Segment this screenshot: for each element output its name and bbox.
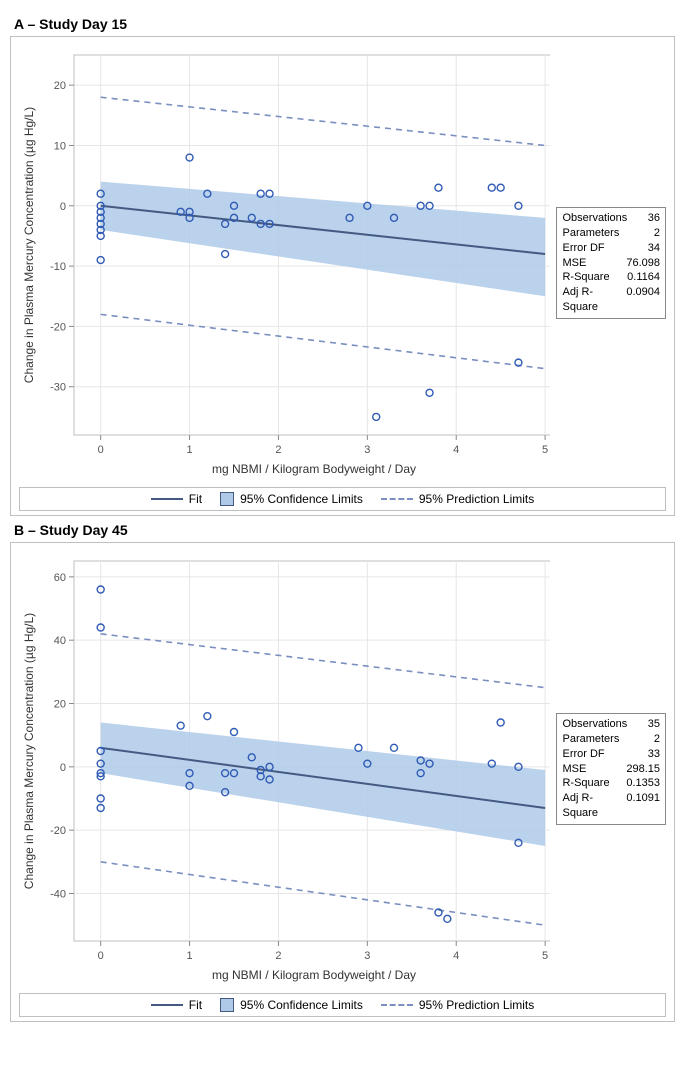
chart-b: 0 1 2 3 4 5 -40 -20 0 20 40 60 mg NBMI / Kilogram Bo… xyxy=(19,551,550,987)
svg-text:3: 3 xyxy=(364,444,370,456)
svg-text:0: 0 xyxy=(60,762,66,774)
legend-ci-swatch xyxy=(220,492,234,506)
legend-pred-b: 95% Prediction Limits xyxy=(381,998,534,1012)
svg-text:0: 0 xyxy=(98,950,104,962)
legend-fit-swatch-b xyxy=(151,1004,183,1006)
legend-pred-label-b: 95% Prediction Limits xyxy=(419,998,534,1012)
legend-fit: Fit xyxy=(151,492,202,506)
legend-pred-swatch xyxy=(381,498,413,500)
svg-text:-20: -20 xyxy=(50,321,66,333)
legend-fit-swatch xyxy=(151,498,183,500)
legend-ci-b: 95% Confidence Limits xyxy=(220,998,363,1012)
svg-text:mg NBMI / Kilogram Bodyweight: mg NBMI / Kilogram Bodyweight / Day xyxy=(212,462,416,476)
svg-text:-10: -10 xyxy=(50,261,66,273)
legend-fit-b: Fit xyxy=(151,998,202,1012)
svg-text:20: 20 xyxy=(54,699,66,711)
stats-row: R-Square0.1164 xyxy=(562,270,660,285)
stats-box-b: Observations35Parameters2Error DF33MSE29… xyxy=(556,713,666,825)
legend-pred-label: 95% Prediction Limits xyxy=(419,492,534,506)
svg-text:1: 1 xyxy=(186,444,192,456)
svg-text:10: 10 xyxy=(54,140,66,152)
svg-text:0: 0 xyxy=(98,444,104,456)
svg-text:1: 1 xyxy=(186,950,192,962)
legend-b: Fit 95% Confidence Limits 95% Prediction… xyxy=(19,993,666,1017)
stats-row: Observations36 xyxy=(562,211,660,226)
svg-text:Change in Plasma Mercury Conce: Change in Plasma Mercury Concentration (… xyxy=(22,613,36,889)
svg-text:4: 4 xyxy=(453,950,459,962)
legend-pred: 95% Prediction Limits xyxy=(381,492,534,506)
legend-pred-swatch-b xyxy=(381,1004,413,1006)
svg-text:3: 3 xyxy=(364,950,370,962)
panel-b-title: B – Study Day 45 xyxy=(14,522,675,538)
stats-row: Observations35 xyxy=(562,717,660,732)
legend-fit-label-b: Fit xyxy=(189,998,202,1012)
stats-box-a: Observations36Parameters2Error DF34MSE76… xyxy=(556,207,666,319)
panel-a-frame: 0 1 2 3 4 5 -30 -20 -10 0 10 20 mg NBMI / Kilogram B… xyxy=(10,36,675,516)
legend-ci-label: 95% Confidence Limits xyxy=(240,492,363,506)
stats-row: Error DF33 xyxy=(562,747,660,762)
svg-text:0: 0 xyxy=(60,201,66,213)
stats-row: Adj R-Square0.0904 xyxy=(562,285,660,315)
chart-a: 0 1 2 3 4 5 -30 -20 -10 0 10 20 mg NBMI / Kilogram B… xyxy=(19,45,550,481)
svg-text:-20: -20 xyxy=(50,825,66,837)
svg-text:2: 2 xyxy=(275,950,281,962)
svg-text:-30: -30 xyxy=(50,382,66,394)
svg-text:5: 5 xyxy=(542,950,548,962)
svg-text:mg NBMI / Kilogram Bodyweight: mg NBMI / Kilogram Bodyweight / Day xyxy=(212,968,416,982)
legend-fit-label: Fit xyxy=(189,492,202,506)
legend-ci: 95% Confidence Limits xyxy=(220,492,363,506)
stats-row: Adj R-Square0.1091 xyxy=(562,791,660,821)
stats-row: MSE298.15 xyxy=(562,762,660,777)
svg-text:-40: -40 xyxy=(50,889,66,901)
panel-a-title: A – Study Day 15 xyxy=(14,16,675,32)
legend-ci-swatch-b xyxy=(220,998,234,1012)
svg-text:4: 4 xyxy=(453,444,459,456)
stats-row: Error DF34 xyxy=(562,241,660,256)
stats-row: Parameters2 xyxy=(562,226,660,241)
svg-text:20: 20 xyxy=(54,80,66,92)
stats-row: MSE76.098 xyxy=(562,256,660,271)
svg-text:40: 40 xyxy=(54,635,66,647)
panel-b-frame: 0 1 2 3 4 5 -40 -20 0 20 40 60 mg NBMI / Kilogram Bo… xyxy=(10,542,675,1022)
stats-row: R-Square0.1353 xyxy=(562,776,660,791)
legend-ci-label-b: 95% Confidence Limits xyxy=(240,998,363,1012)
legend-a: Fit 95% Confidence Limits 95% Prediction… xyxy=(19,487,666,511)
stats-row: Parameters2 xyxy=(562,732,660,747)
svg-text:2: 2 xyxy=(275,444,281,456)
svg-text:Change in Plasma Mercury Conce: Change in Plasma Mercury Concentration (… xyxy=(22,107,36,383)
svg-text:60: 60 xyxy=(54,572,66,584)
svg-text:5: 5 xyxy=(542,444,548,456)
